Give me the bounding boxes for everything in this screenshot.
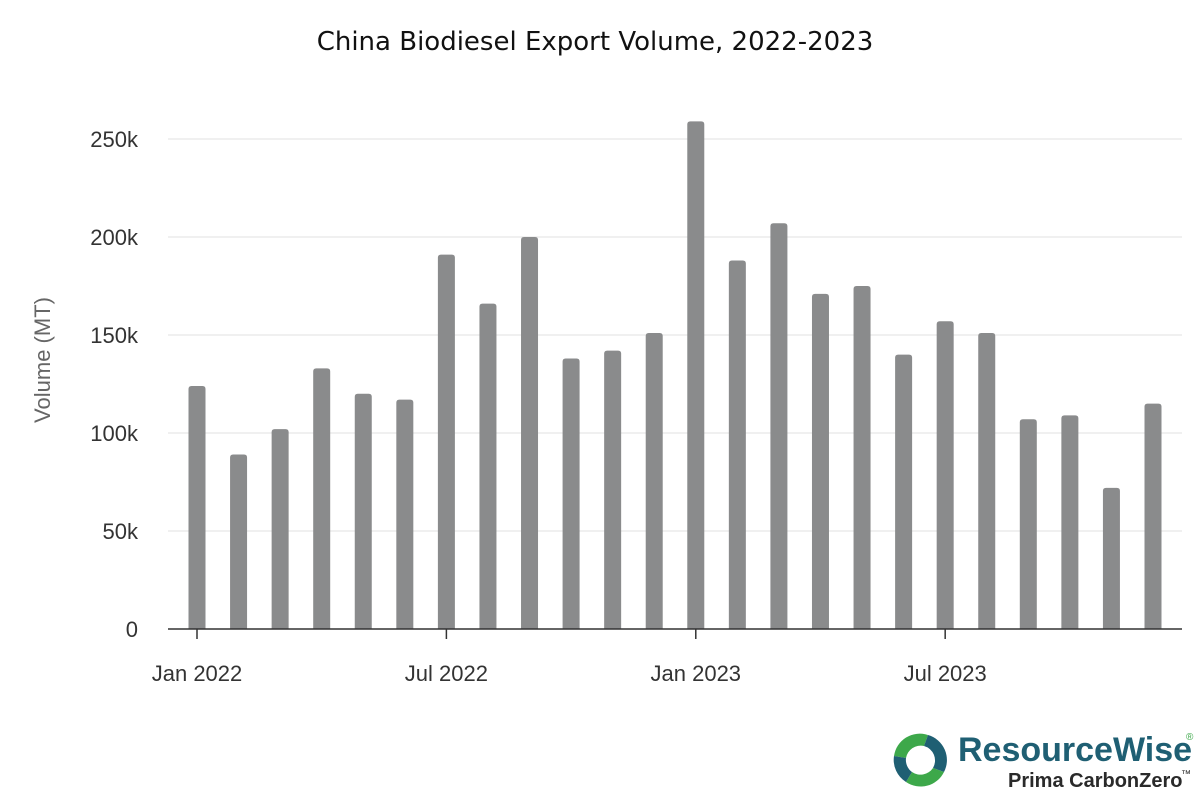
x-tick-label: Jul 2023 <box>904 661 987 686</box>
bar <box>188 385 206 629</box>
bar <box>936 321 954 629</box>
logo-emblem-icon <box>892 732 948 788</box>
bar <box>562 358 580 629</box>
x-tick-label: Jan 2022 <box>152 661 243 686</box>
bar <box>853 286 871 629</box>
chart-title: China Biodiesel Export Volume, 2022-2023 <box>317 27 874 57</box>
bar <box>687 121 705 630</box>
bar <box>479 303 497 629</box>
x-tick-label: Jul 2022 <box>405 661 488 686</box>
bar <box>1144 403 1162 629</box>
bar <box>770 223 788 629</box>
bars <box>188 121 1162 630</box>
bar <box>354 393 372 629</box>
bar <box>728 260 746 629</box>
bar <box>1061 415 1079 629</box>
resourcewise-logo: ResourceWise ® Prima CarbonZero ™ <box>892 731 1194 792</box>
logo-name: ResourceWise <box>958 731 1192 769</box>
bar <box>645 333 663 629</box>
y-tick-label: 100k <box>90 421 139 446</box>
y-axis-ticks: 0 50k 100k 150k 200k 250k <box>90 127 139 642</box>
bar <box>1019 419 1037 629</box>
x-tick-label: Jan 2023 <box>651 661 742 686</box>
bar <box>978 333 996 629</box>
bar <box>230 454 248 629</box>
bar <box>1102 487 1120 629</box>
y-tick-label: 200k <box>90 225 139 250</box>
y-tick-label: 50k <box>103 519 139 544</box>
bar <box>604 350 622 629</box>
y-tick-label: 0 <box>126 617 138 642</box>
bar <box>396 399 414 629</box>
x-axis-ticks: Jan 2022 Jul 2022 Jan 2023 Jul 2023 <box>152 629 987 686</box>
bar <box>313 368 331 629</box>
logo-subtitle: Prima CarbonZero <box>1008 770 1182 792</box>
bar <box>895 354 913 629</box>
grid-lines <box>168 138 1182 532</box>
bar <box>437 254 455 629</box>
y-tick-label: 250k <box>90 127 139 152</box>
logo-registered-mark: ® <box>1186 732 1194 743</box>
bar <box>271 429 289 629</box>
y-axis-title: Volume (MT) <box>30 297 55 423</box>
y-tick-label: 150k <box>90 323 139 348</box>
logo-trademark: ™ <box>1181 769 1191 780</box>
bar <box>811 293 829 629</box>
bar <box>521 237 539 629</box>
